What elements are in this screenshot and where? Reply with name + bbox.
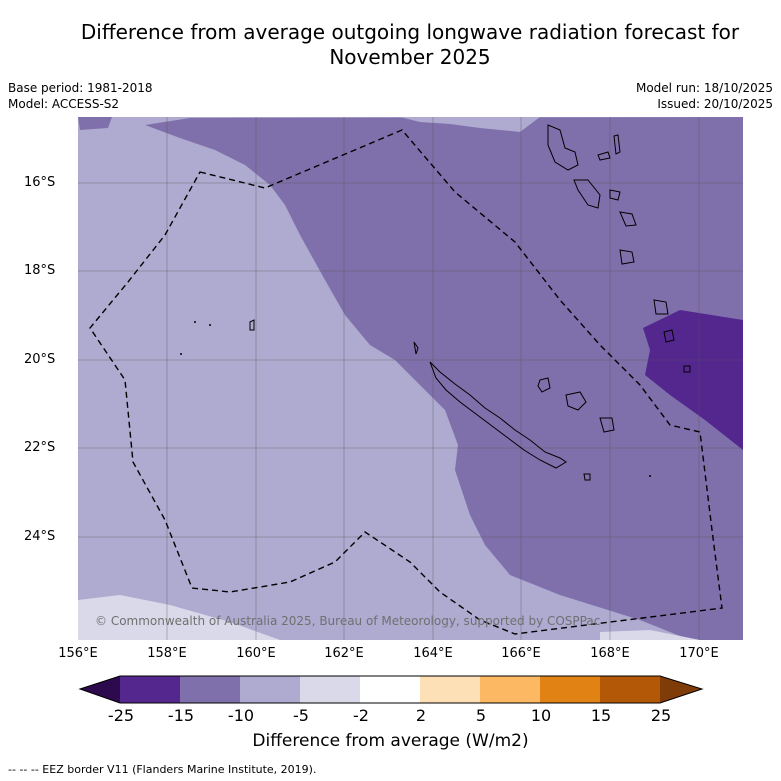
anomaly-region-top-left: [78, 117, 112, 130]
vanuatu-islet-1: [597, 151, 611, 161]
model-run: Model run: 18/10/2025: [635, 81, 773, 95]
eastern-islet-2: [683, 365, 691, 373]
mare-island: [599, 417, 615, 433]
reef-dot-1: [194, 321, 196, 323]
efate-island: [619, 211, 637, 227]
colorbar-segment-8: [540, 676, 600, 703]
colorbar: [78, 675, 704, 704]
meta-left: Base period: 1981-2018 Model: ACCESS-S2: [8, 80, 153, 112]
colorbar-segment-5: [360, 676, 420, 703]
model-name: Model: ACCESS-S2: [8, 97, 120, 111]
lifou-island: [565, 391, 587, 411]
colorbar-tick-6: 2: [415, 706, 427, 725]
colorbar-tick-3: -10: [227, 706, 255, 725]
chesterfield-islet: [249, 319, 255, 331]
colorbar-outline: [78, 675, 704, 704]
lat-label-24s: 24°S: [24, 529, 56, 544]
colorbar-extend-high: [660, 676, 702, 703]
isle-of-pines: [583, 473, 591, 481]
colorbar-segment-3: [240, 676, 300, 703]
colorbar-tick-2: -15: [167, 706, 195, 725]
colorbar-tick-5: -2: [353, 706, 369, 725]
reef-dot-3: [180, 353, 182, 355]
graticule: [78, 117, 743, 640]
vanuatu-islet-3: [609, 189, 621, 201]
eez-border: [89, 129, 723, 635]
anomaly-region-medium: [145, 117, 743, 640]
anomaly-region-strong: [643, 310, 743, 450]
espiritu-santo-island: [547, 124, 579, 171]
lon-label-164e: 164°E: [413, 646, 453, 661]
colorbar-extend-low: [80, 676, 120, 703]
lat-label-16s: 16°S: [24, 175, 56, 190]
malakula-island: [573, 179, 601, 209]
lon-label-160e: 160°E: [236, 646, 276, 661]
lon-label-156e: 156°E: [58, 646, 98, 661]
anomaly-region-weak: [78, 595, 280, 640]
colorbar-tick-7: 5: [475, 706, 487, 725]
reef-dot-2: [209, 324, 211, 326]
tanna-island: [653, 299, 669, 315]
map-panel: [78, 117, 743, 640]
lon-label-166e: 166°E: [501, 646, 541, 661]
erromango-island: [619, 249, 635, 265]
lon-label-158e: 158°E: [147, 646, 187, 661]
lat-label-18s: 18°S: [24, 263, 56, 278]
colorbar-title: Difference from average (W/m2): [252, 731, 529, 751]
colorbar-segment-9: [600, 676, 660, 703]
new-caledonia-island: [429, 361, 567, 469]
colorbar-tick-4: -5: [293, 706, 309, 725]
anomaly-region-top-light: [400, 117, 540, 132]
issued-date: Issued: 20/10/2025: [657, 97, 773, 111]
colorbar-tick-10: 25: [650, 706, 672, 725]
belep-island: [413, 341, 419, 355]
ouvea-island: [537, 377, 551, 393]
anomaly-region-weak-bottom: [600, 630, 700, 640]
lon-label-168e: 168°E: [590, 646, 630, 661]
eastern-islet-1: [663, 329, 675, 343]
eez-legend-note: -- -- -- EEZ border V11 (Flanders Marine…: [8, 763, 317, 776]
meta-right: Model run: 18/10/2025 Issued: 20/10/2025: [636, 80, 773, 112]
colorbar-tick-9: 15: [590, 706, 612, 725]
colorbar-segment-1: [120, 676, 180, 703]
title-line-1: Difference from average outgoing longwav…: [80, 20, 740, 44]
reef-dot-4: [649, 475, 651, 477]
lon-label-162e: 162°E: [324, 646, 364, 661]
colorbar-tick-1: -25: [107, 706, 135, 725]
colorbar-segment-2: [180, 676, 240, 703]
lat-label-20s: 20°S: [24, 352, 56, 367]
lat-label-22s: 22°S: [24, 440, 56, 455]
vanuatu-islet-2: [613, 134, 621, 155]
copyright-notice: © Commonwealth of Australia 2025, Bureau…: [95, 614, 601, 628]
base-period: Base period: 1981-2018: [8, 81, 153, 95]
colorbar-segment-6: [420, 676, 480, 703]
lon-label-170e: 170°E: [679, 646, 719, 661]
colorbar-tick-8: 10: [530, 706, 552, 725]
colorbar-segment-4: [300, 676, 360, 703]
title-line-2: November 2025: [329, 45, 491, 69]
map-title: Difference from average outgoing longwav…: [40, 20, 780, 70]
colorbar-segment-7: [480, 676, 540, 703]
